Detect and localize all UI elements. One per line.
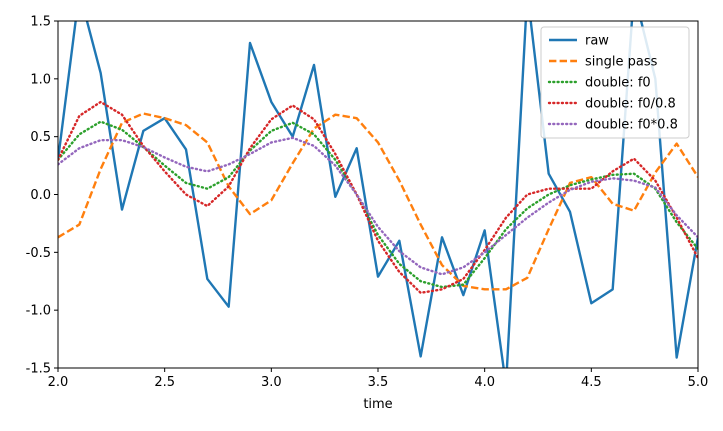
y-tick-label: -1.5 xyxy=(26,362,51,377)
y-tick-label: 1.5 xyxy=(30,15,51,30)
y-tick-label: 1.0 xyxy=(30,72,51,87)
legend-box xyxy=(540,26,690,139)
legend-label-double-f0-0-8: double: f0*0.8 xyxy=(585,118,678,133)
x-tick-label: 2.0 xyxy=(48,375,69,390)
y-tick-label: 0.0 xyxy=(30,188,51,203)
series-line-double-f0-0-8 xyxy=(58,136,698,276)
series-line-single-pass xyxy=(58,112,698,291)
y-tick-label: -0.5 xyxy=(26,246,51,261)
x-tick-label: 3.5 xyxy=(368,375,389,390)
x-axis: 2.0 2.5 3.0 3.5 4.0 4.5 5.0 xyxy=(48,368,709,390)
x-tick-label: 4.5 xyxy=(581,375,602,390)
y-tick-label: 0.5 xyxy=(30,130,51,145)
x-axis-label: time xyxy=(363,397,392,412)
series-line-double-f0 xyxy=(58,120,698,289)
y-axis: -1.5 -1.0 -0.5 0.0 0.5 1.0 1.5 xyxy=(26,15,58,377)
x-tick-label: 4.0 xyxy=(474,375,495,390)
legend-label-double-f0-0-8: double: f0/0.8 xyxy=(585,97,676,112)
legend-label-double-f0: double: f0 xyxy=(585,76,651,91)
x-tick-label: 2.5 xyxy=(154,375,175,390)
legend: raw single pass double: f0 double: f0/0.8 do… xyxy=(540,26,690,139)
series-layer xyxy=(58,21,698,368)
x-tick-label: 5.0 xyxy=(688,375,709,390)
y-tick-label: -1.0 xyxy=(26,304,51,319)
legend-label-raw: raw xyxy=(585,34,609,49)
legend-label-single-pass: single pass xyxy=(585,55,658,70)
x-tick-label: 3.0 xyxy=(261,375,282,390)
